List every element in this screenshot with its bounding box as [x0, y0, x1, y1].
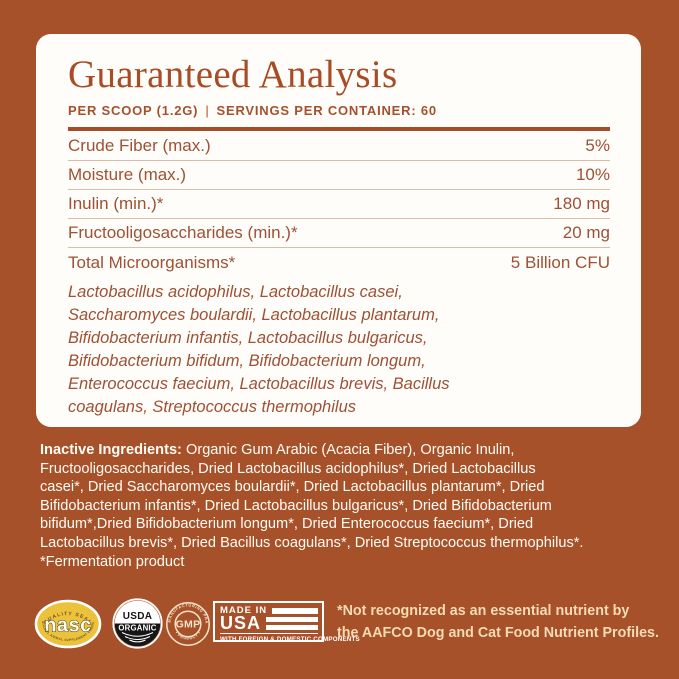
table-row-fructooligosaccharides: Fructooligosaccharides (min.)* 20 mg — [68, 219, 610, 248]
made-in-usa-badge: MADE IN USA WITH FOREIGN & DOMESTIC COMP… — [213, 601, 360, 643]
table-row-inulin: Inulin (min.)* 180 mg — [68, 190, 610, 219]
row-value: 20 mg — [562, 223, 610, 242]
organic-text: ORGANIC — [118, 624, 156, 633]
gmp-arc-bottom-text: • PRODUCT • — [174, 630, 201, 640]
inactive-line: bifidum*,Dried Bifidobacterium longum*, … — [40, 516, 534, 533]
made-in-text: MADE IN — [220, 605, 268, 616]
usa-components-text: WITH FOREIGN & DOMESTIC COMPONENTS — [220, 633, 360, 643]
species-line: Lactobacillus acidophilus, Lactobacillus… — [68, 283, 403, 301]
row-label: Total Microorganisms* — [68, 253, 236, 272]
row-label: Moisture (max.) — [68, 165, 187, 184]
inactive-line: Lactobacillus brevis*, Dried Bacillus co… — [40, 534, 584, 551]
species-line: Enterococcus faecium, Lactobacillus brev… — [68, 375, 450, 393]
table-row-crude-fiber: Crude Fiber (max.) 5% — [68, 132, 610, 161]
footnote-line: the AAFCO Dog and Cat Food Nutrient Prof… — [337, 624, 659, 641]
header-rule — [68, 127, 610, 131]
species-line: Bifidobacterium bifidum, Bifidobacterium… — [68, 352, 426, 370]
inactive-line: casei*, Dried Saccharomyces boulardii*, … — [40, 479, 545, 496]
flag-stripe — [272, 607, 318, 614]
row-label: Inulin (min.)* — [68, 194, 164, 213]
gmp-seal-icon: GOOD MANUFACTURING PRACTICE • PRODUCT • … — [165, 601, 210, 646]
row-label: Fructooligosaccharides (min.)* — [68, 223, 298, 242]
species-line: Bifidobacterium infantis, Lactobacillus … — [68, 329, 428, 347]
inactive-ingredients-label: Inactive Ingredients: — [40, 442, 182, 458]
analysis-table: Crude Fiber (max.) 5% Moisture (max.) 10… — [68, 132, 610, 278]
row-value: 5 Billion CFU — [510, 253, 610, 272]
nasc-quality-seal-icon: QUALITY SEAL nasc NATIONAL ANIMAL SUPPLE… — [34, 599, 102, 649]
servings-per-container-text: SERVINGS PER CONTAINER: 60 — [216, 103, 437, 118]
row-value: 10% — [575, 165, 610, 184]
inactive-ingredients: Inactive Ingredients: Organic Gum Arabic… — [40, 441, 655, 571]
made-in-row: MADE IN — [220, 605, 318, 616]
per-scoop-text: PER SCOOP (1.2G) — [68, 103, 199, 118]
serving-info: PER SCOOP (1.2G) | SERVINGS PER CONTAINER:… — [68, 103, 610, 118]
inactive-line: Bifidobacterium infantis*, Dried Lactoba… — [40, 497, 552, 514]
row-value: 5% — [585, 136, 610, 155]
row-value: 180 mg — [553, 194, 610, 213]
flag-stripes — [266, 616, 318, 630]
inactive-line: Inactive Ingredients: Organic Gum Arabic… — [40, 442, 515, 458]
separator-bar: | — [205, 103, 210, 118]
microorganism-species-list: Lactobacillus acidophilus, Lactobacillus… — [68, 281, 610, 419]
usa-text: USA — [220, 613, 262, 633]
aafco-footnote: *Not recognized as an essential nutrient… — [337, 601, 672, 644]
nasc-center-text: nasc — [44, 615, 92, 637]
svg-text:• PRODUCT •: • PRODUCT • — [174, 630, 202, 640]
species-line: coagulans, Streptococcus thermophilus — [68, 398, 356, 416]
table-row-moisture: Moisture (max.) 10% — [68, 161, 610, 190]
usda-organic-seal-icon: USDA ORGANIC — [112, 598, 163, 649]
row-label: Crude Fiber (max.) — [68, 136, 211, 155]
inactive-line: Fructooligosaccharides, Dried Lactobacil… — [40, 460, 536, 477]
usa-row: USA — [220, 613, 318, 633]
table-row-total-microorganisms: Total Microorganisms* 5 Billion CFU — [68, 248, 610, 278]
page-title: Guaranteed Analysis — [68, 53, 398, 96]
guaranteed-analysis-panel: Guaranteed Analysis PER SCOOP (1.2G) | SER… — [36, 34, 641, 427]
species-line: Saccharomyces boulardii, Lactobacillus p… — [68, 306, 440, 324]
gmp-center-text: GMP — [176, 619, 201, 631]
footnote-line: *Not recognized as an essential nutrient… — [337, 603, 630, 619]
usda-text: USDA — [123, 611, 153, 622]
inactive-line: *Fermentation product — [40, 553, 185, 570]
